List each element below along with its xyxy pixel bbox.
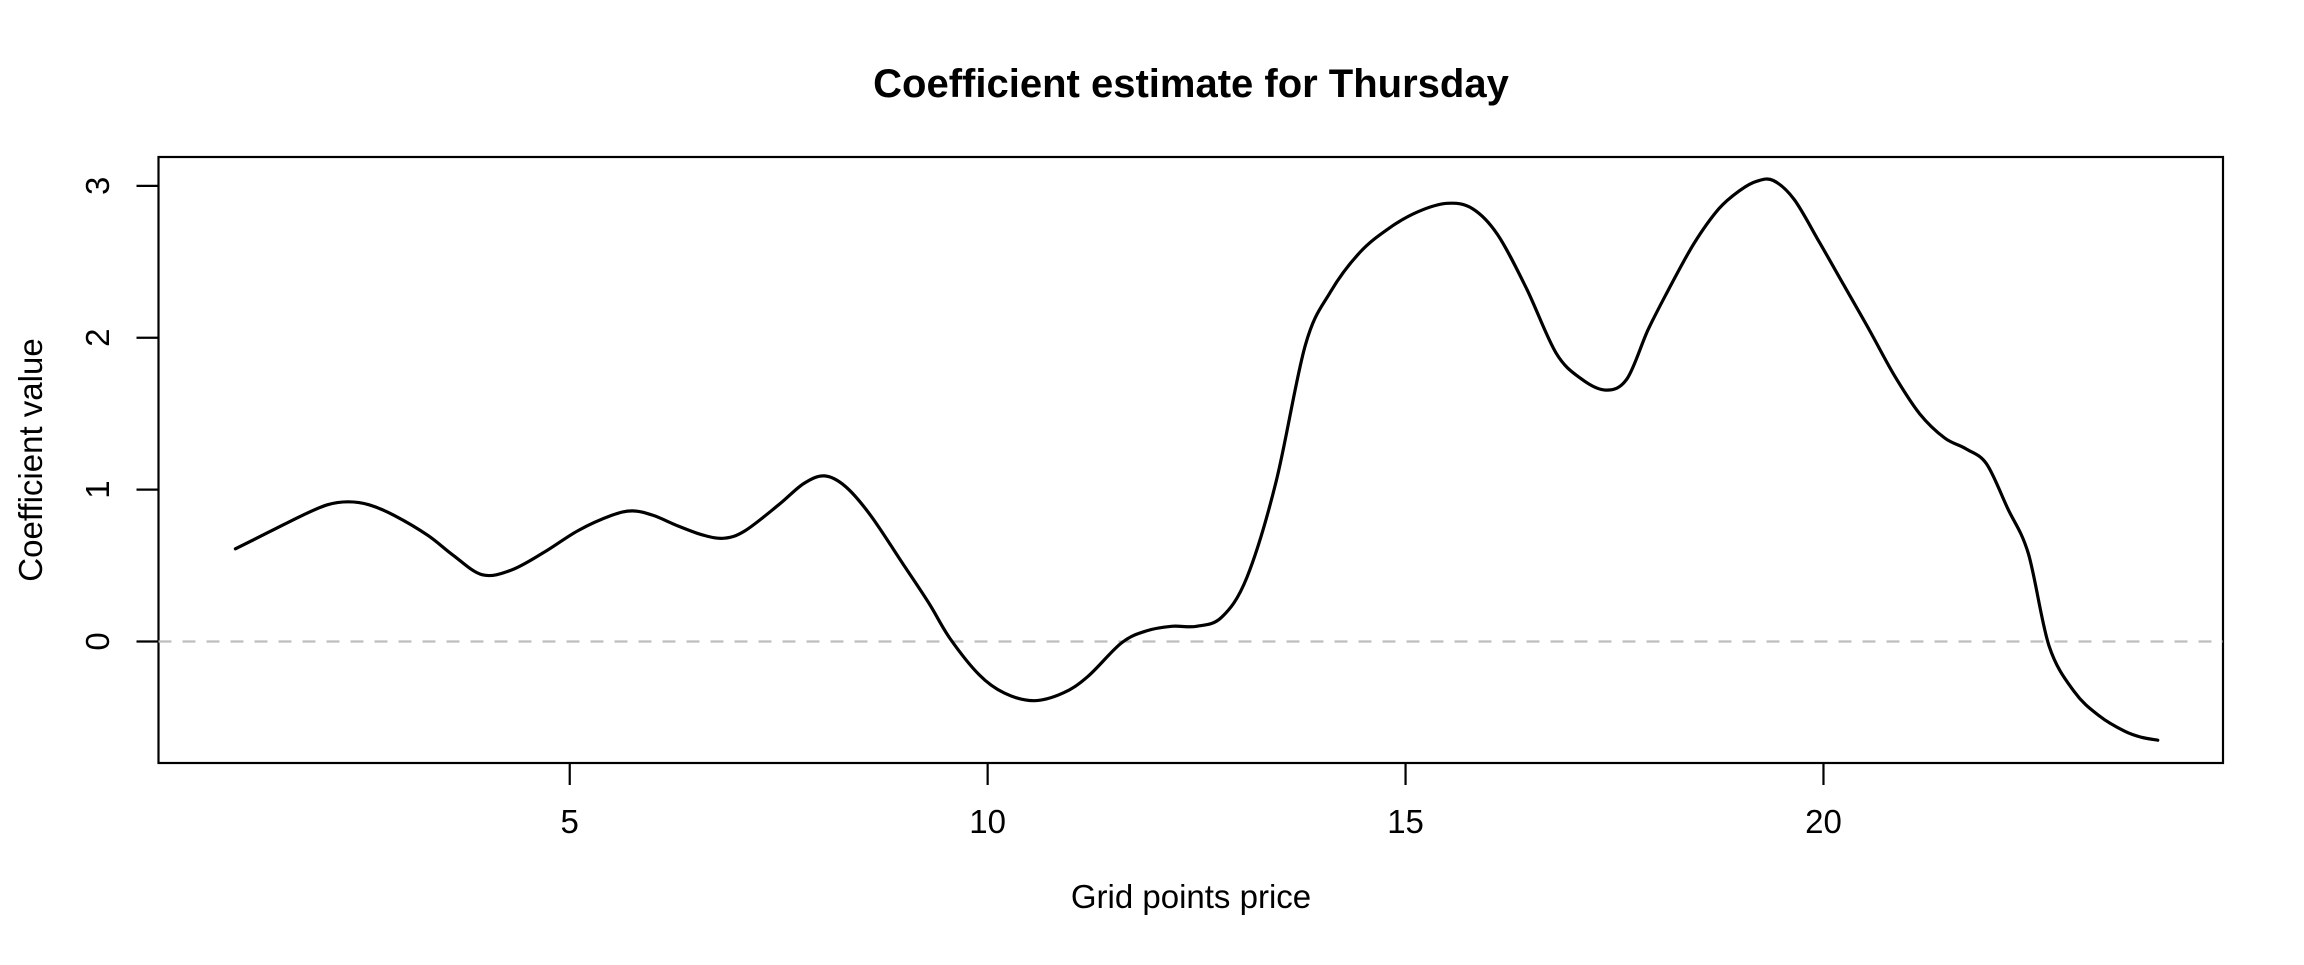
- plot-box: [157, 155, 2225, 765]
- y-axis-title: Coefficient value: [12, 338, 49, 581]
- x-tick-label: 20: [1805, 803, 1842, 840]
- x-tick-label: 5: [561, 803, 579, 840]
- x-tick-label: 15: [1387, 803, 1424, 840]
- y-tick-label: 2: [79, 329, 116, 347]
- chart-title: Coefficient estimate for Thursday: [873, 62, 1509, 106]
- x-tick-label: 10: [969, 803, 1006, 840]
- y-tick-label: 1: [79, 480, 116, 498]
- coefficient-curve: [233, 177, 2160, 742]
- y-axis-ticks: 0 1 2 3: [79, 177, 159, 651]
- y-tick-label: 0: [79, 632, 116, 650]
- x-axis-ticks: 5 10 15 20: [561, 763, 1842, 840]
- y-tick-label: 3: [79, 177, 116, 195]
- x-axis-title: Grid points price: [1071, 878, 1311, 915]
